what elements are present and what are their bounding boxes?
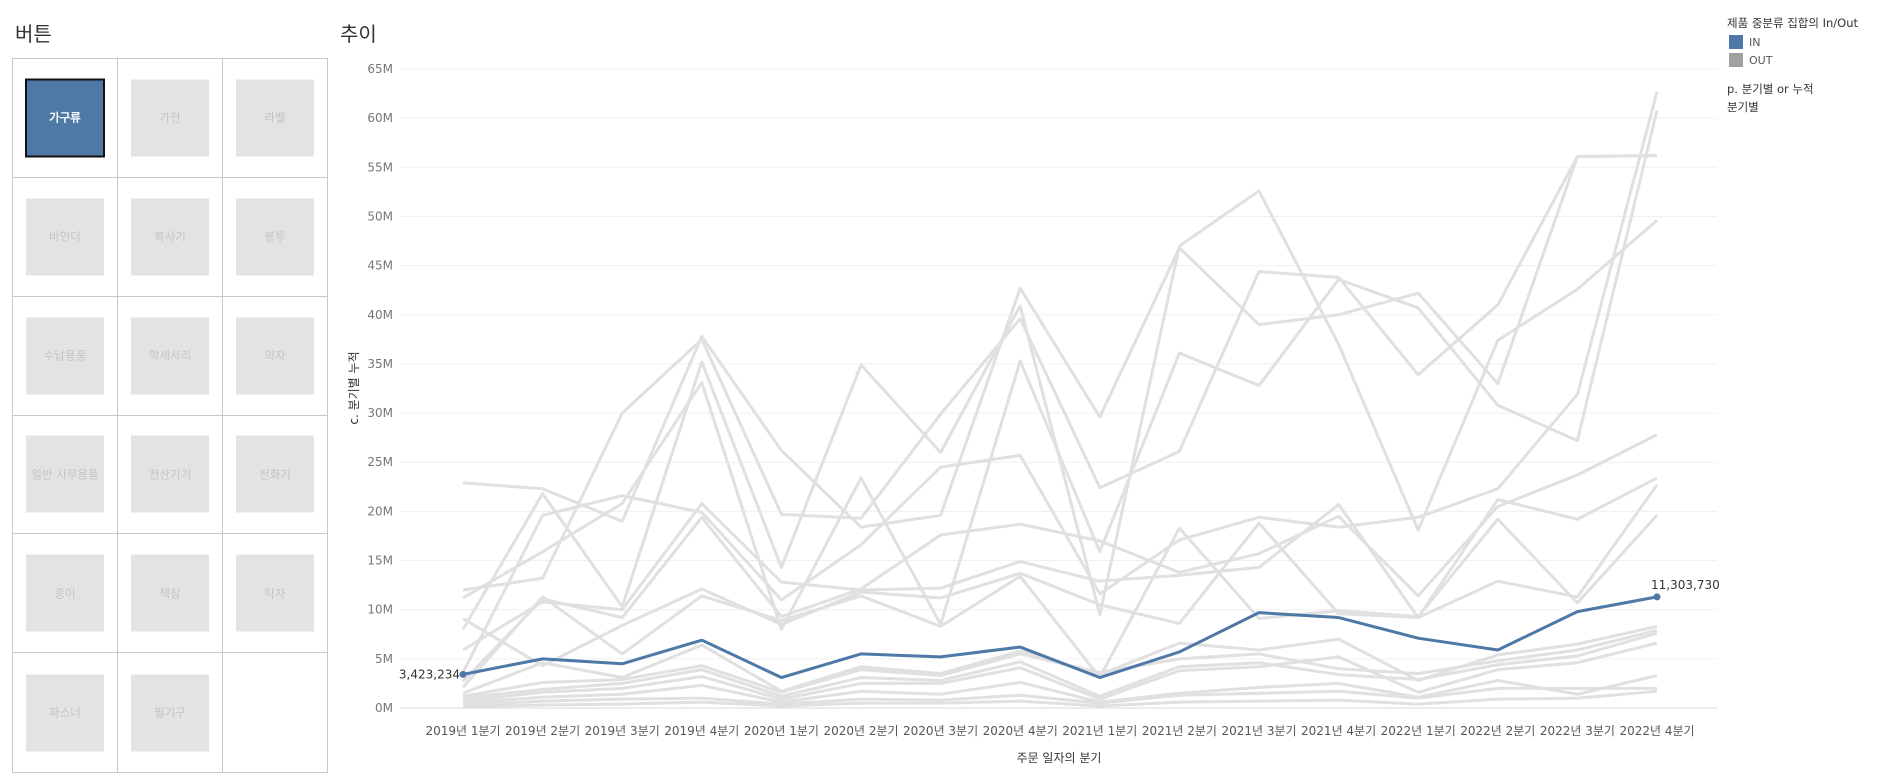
in-series-end-point[interactable] xyxy=(1653,593,1661,601)
grid-cell: 책장 xyxy=(118,534,223,654)
chart-title: 추이 xyxy=(340,22,377,46)
out-series-line[interactable] xyxy=(462,641,1658,703)
grid-cell: 파스너 xyxy=(13,653,118,772)
category-button[interactable]: 복사기 xyxy=(131,198,209,276)
x-tick-label: 2020년 4분기 xyxy=(983,724,1058,738)
y-tick-label: 40M xyxy=(367,308,393,322)
legend-label-out: OUT xyxy=(1749,53,1773,67)
category-button[interactable]: 전화기 xyxy=(236,435,314,513)
grid-cell: 의자 xyxy=(223,297,327,416)
x-axis-label: 주문 일자의 분기 xyxy=(1017,751,1102,765)
category-button[interactable]: 일반 사무용품 xyxy=(26,435,104,513)
category-button[interactable]: 봉투 xyxy=(236,198,314,276)
y-axis-label: c. 분기별 누적 xyxy=(347,351,361,424)
out-series-line[interactable] xyxy=(461,514,1659,689)
in-series-start-point[interactable] xyxy=(459,670,467,678)
buttons-panel-title: 버튼 xyxy=(15,22,52,46)
out-series-line[interactable] xyxy=(462,674,1658,705)
grid-cell: 복사기 xyxy=(118,177,223,297)
y-tick-label: 35M xyxy=(367,357,393,371)
in-series-line[interactable] xyxy=(462,595,1658,680)
start-data-label: 3,423,234 xyxy=(399,667,460,681)
grid-cell: 가전 xyxy=(118,59,223,178)
out-series-line[interactable] xyxy=(462,476,1658,652)
x-tick-label: 2021년 3분기 xyxy=(1221,724,1296,738)
legend-swatch-in xyxy=(1729,35,1743,49)
y-tick-label: 45M xyxy=(367,259,393,273)
legend-swatch-out xyxy=(1729,53,1743,67)
x-tick-label: 2022년 1분기 xyxy=(1381,724,1456,738)
category-button[interactable]: 라벨 xyxy=(236,79,314,157)
grid-cell: 전화기 xyxy=(223,416,327,535)
legend-label-in: IN xyxy=(1749,35,1761,49)
grid-cell: 탁자 xyxy=(223,534,327,654)
x-tick-label: 2019년 1분기 xyxy=(425,724,500,738)
category-button[interactable]: 악세사리 xyxy=(131,317,209,395)
legend-title: 제품 중분류 집합의 In/Out xyxy=(1727,16,1859,30)
category-button[interactable]: 필기구 xyxy=(131,674,209,752)
grid-cell: 바인더 xyxy=(13,177,118,297)
y-tick-label: 20M xyxy=(367,504,393,518)
x-tick-label: 2019년 3분기 xyxy=(585,724,660,738)
category-button[interactable]: 수납용품 xyxy=(26,317,104,395)
category-button[interactable]: 종이 xyxy=(26,554,104,632)
y-tick-label: 15M xyxy=(367,554,393,568)
out-series-line[interactable] xyxy=(462,483,1659,668)
legend-item-out[interactable]: OUT xyxy=(1727,53,1858,67)
category-button[interactable]: 전산기기 xyxy=(131,435,209,513)
grid-cell: 종이 xyxy=(13,534,118,654)
out-series-line[interactable] xyxy=(462,631,1658,700)
category-button[interactable]: 책장 xyxy=(131,554,209,632)
out-series-line[interactable] xyxy=(462,109,1659,631)
category-button[interactable]: 가구류 xyxy=(25,78,105,158)
grid-cell: 라벨 xyxy=(223,59,327,178)
legend: 제품 중분류 집합의 In/Out IN OUT p. 분기별 or 누적 분기… xyxy=(1727,15,1858,115)
y-tick-label: 65M xyxy=(367,62,393,76)
out-series-line[interactable] xyxy=(462,154,1658,592)
grid-cell: 봉투 xyxy=(223,178,327,297)
category-button[interactable]: 바인더 xyxy=(26,198,104,276)
x-tick-label: 2021년 4분기 xyxy=(1301,724,1376,738)
y-tick-label: 30M xyxy=(367,406,393,420)
out-series-line[interactable] xyxy=(461,91,1659,674)
category-button[interactable]: 탁자 xyxy=(236,554,314,632)
out-series-line[interactable] xyxy=(462,686,1657,707)
grid-cell: 일반 사무용품 xyxy=(13,415,118,535)
y-tick-label: 5M xyxy=(375,652,393,666)
y-tick-label: 55M xyxy=(367,160,393,174)
x-tick-label: 2021년 1분기 xyxy=(1062,724,1137,738)
category-button[interactable]: 의자 xyxy=(236,317,314,395)
grid-cell: 전산기기 xyxy=(118,415,223,535)
x-tick-label: 2022년 3분기 xyxy=(1540,724,1615,738)
x-tick-label: 2019년 2분기 xyxy=(505,724,580,738)
y-tick-label: 25M xyxy=(367,455,393,469)
x-tick-label: 2020년 3분기 xyxy=(903,724,978,738)
grid-cell: 가구류 xyxy=(13,59,118,178)
x-tick-label: 2022년 4분기 xyxy=(1619,724,1694,738)
y-tick-label: 60M xyxy=(367,111,393,125)
out-series-line[interactable] xyxy=(461,189,1658,631)
grid-cell: 필기구 xyxy=(118,653,223,772)
parameter-title: p. 분기별 or 누적 xyxy=(1727,82,1814,96)
parameter-value[interactable]: 분기별 xyxy=(1727,100,1759,114)
grid-cell: 악세사리 xyxy=(118,296,223,416)
category-button[interactable]: 가전 xyxy=(131,79,209,157)
y-tick-label: 10M xyxy=(367,603,393,617)
x-tick-label: 2021년 2분기 xyxy=(1142,724,1217,738)
x-tick-label: 2020년 1분기 xyxy=(744,724,819,738)
end-data-label: 11,303,730 xyxy=(1651,578,1720,592)
y-tick-label: 50M xyxy=(367,209,393,223)
category-button[interactable]: 파스너 xyxy=(26,674,104,752)
y-tick-label: 0M xyxy=(375,701,393,715)
out-series-line[interactable] xyxy=(461,433,1658,683)
grid-cell: 수납용품 xyxy=(13,296,118,416)
legend-item-in[interactable]: IN xyxy=(1727,35,1858,49)
x-tick-label: 2022년 2분기 xyxy=(1460,724,1535,738)
x-tick-label: 2019년 4분기 xyxy=(664,724,739,738)
out-series-line[interactable] xyxy=(462,689,1658,709)
x-tick-label: 2020년 2분기 xyxy=(823,724,898,738)
